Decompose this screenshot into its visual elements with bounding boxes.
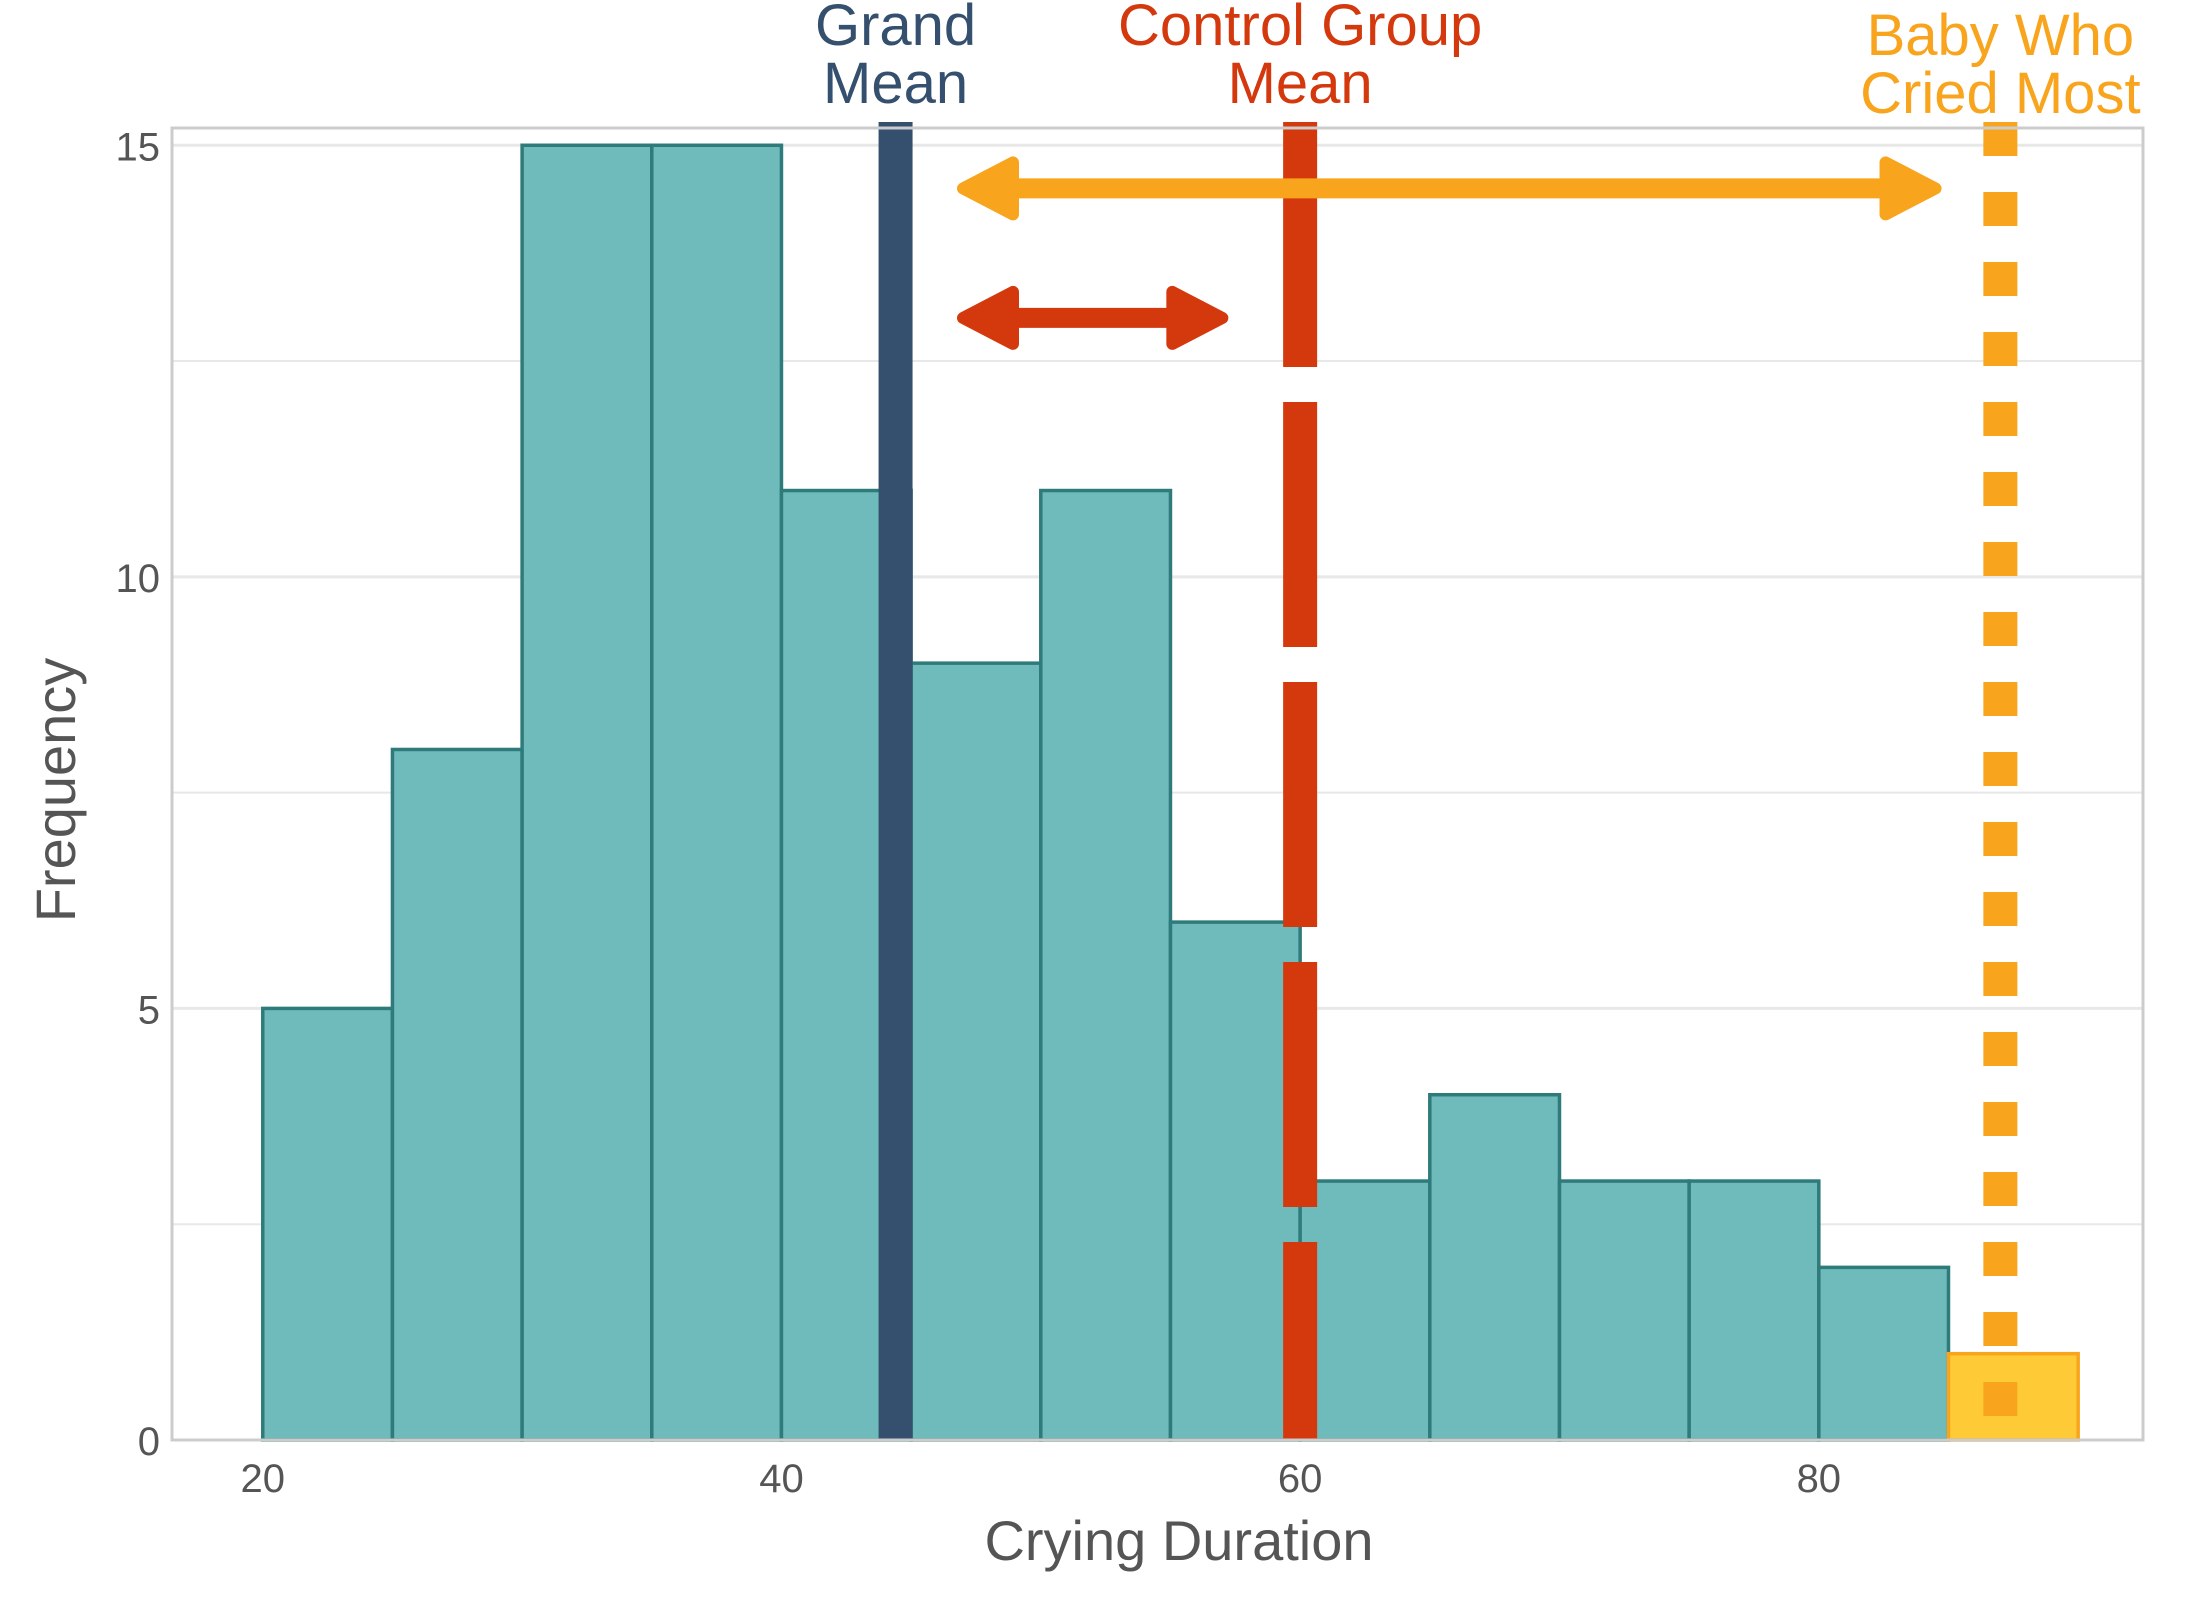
histogram-bar	[261, 1006, 395, 1442]
narrow-range-arrow	[956, 285, 1229, 350]
histogram-bars	[261, 143, 2080, 1442]
reference-lines	[878, 122, 2018, 1440]
x-tick-label: 40	[759, 1457, 804, 1501]
y-tick-label: 5	[138, 988, 160, 1032]
histogram-bar	[520, 143, 654, 1442]
svg-text:Mean: Mean	[823, 51, 968, 116]
svg-text:Grand: Grand	[815, 0, 976, 58]
x-tick-label: 20	[241, 1457, 286, 1501]
histogram-bar	[1039, 488, 1173, 1442]
histogram-bar	[1817, 1265, 1951, 1442]
histogram-bar	[1298, 1179, 1432, 1442]
svg-text:Cried Most: Cried Most	[1860, 61, 2140, 126]
svg-text:Control Group: Control Group	[1118, 0, 1482, 58]
x-tick-label: 80	[1797, 1457, 1842, 1501]
histogram-bar	[1168, 920, 1302, 1442]
histogram-bar	[390, 747, 524, 1442]
wide-range-arrow	[956, 156, 1942, 221]
x-tick-labels: 20 40 60 80	[241, 1457, 1842, 1501]
histogram-bar	[1557, 1179, 1691, 1442]
x-axis-label: Crying Duration	[984, 1509, 1373, 1572]
y-tick-label: 15	[116, 125, 161, 169]
plot-frame	[170, 126, 2145, 1442]
histogram-bar	[1428, 1092, 1562, 1442]
x-tick-label: 60	[1278, 1457, 1323, 1501]
histogram-bar	[650, 143, 784, 1442]
y-tick-label: 10	[116, 557, 161, 601]
y-axis-label: Frequency	[24, 658, 87, 923]
y-tick-labels: 0 5 10 15	[116, 125, 161, 1464]
histogram-bar	[1687, 1179, 1821, 1442]
svg-text:Mean: Mean	[1228, 51, 1373, 116]
svg-text:Baby Who: Baby Who	[1867, 3, 2135, 68]
y-tick-label: 0	[138, 1420, 160, 1464]
range-arrows	[956, 156, 1942, 350]
histogram-bar	[909, 661, 1043, 1442]
